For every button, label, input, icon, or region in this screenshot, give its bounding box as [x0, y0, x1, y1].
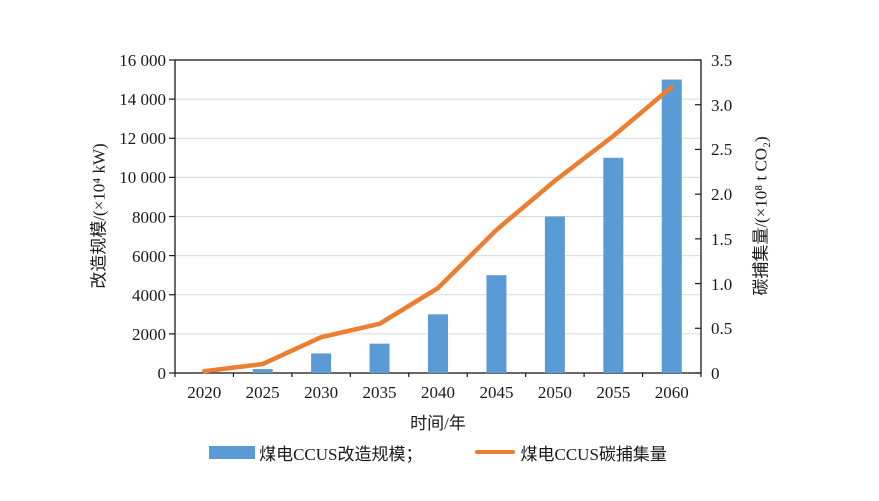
legend-item-line: 煤电CCUS碳捕集量: [474, 440, 667, 465]
left-axis-tick-label: 10 000: [119, 168, 166, 188]
right-axis-tick-label: 1.5: [711, 229, 733, 249]
x-axis-tick-label: 2055: [596, 383, 631, 402]
x-axis-tick-label: 2025: [245, 383, 280, 402]
bar: [603, 157, 624, 373]
left-axis-tick-label: 6000: [132, 246, 166, 266]
bar: [486, 275, 507, 373]
x-axis-tick-label: 2060: [654, 383, 689, 402]
bar: [252, 369, 273, 373]
legend-label-line: 煤电CCUS碳捕集量: [520, 444, 667, 464]
x-axis-title: 时间/年: [410, 414, 466, 433]
line-swatch-icon: [474, 450, 515, 454]
bar: [369, 343, 390, 373]
x-axis-tick-label: 2020: [187, 383, 222, 402]
x-axis-tick-label: 2040: [421, 383, 455, 402]
left-axis-tick-label: 14 000: [119, 90, 166, 110]
bar: [661, 79, 682, 373]
legend: 煤电CCUS改造规模； 煤电CCUS碳捕集量: [175, 440, 701, 465]
left-axis-tick-label: 2000: [132, 324, 166, 344]
left-axis-title: 改造规模/(×10⁴ kW): [89, 143, 109, 289]
right-axis-tick-label: 2.5: [711, 140, 733, 160]
right-axis-tick-label: 3.0: [711, 95, 733, 115]
right-axis-tick-label: 2.0: [711, 185, 733, 205]
right-axis-title: 碳捕集量/(×10⁸ t CO₂): [751, 136, 771, 296]
right-axis-tick-label: 0: [711, 364, 720, 383]
left-axis-tick-label: 0: [157, 364, 167, 383]
right-axis-tick-label: 0.5: [711, 319, 733, 339]
bar: [311, 353, 332, 373]
line-series: [201, 84, 675, 374]
bar: [428, 314, 448, 373]
left-axis-tick-label: 4000: [132, 285, 166, 305]
right-axis-tick-label: 3.5: [711, 51, 733, 70]
x-axis-tick-label: 2045: [479, 383, 514, 402]
right-axis-tick-label: 1.0: [711, 274, 733, 294]
legend-item-bar: 煤电CCUS改造规模；: [209, 440, 423, 465]
bar: [544, 216, 565, 373]
x-axis-tick-label: 2030: [304, 383, 339, 402]
bar-swatch-icon: [209, 445, 256, 459]
x-axis-tick-label: 2035: [362, 383, 397, 402]
left-axis-tick-label: 8000: [132, 207, 166, 227]
x-axis-tick-label: 2050: [537, 383, 572, 402]
legend-label-bar: 煤电CCUS改造规模；: [259, 444, 423, 464]
left-axis-tick-label: 12 000: [119, 129, 166, 149]
left-axis-tick-label: 16 000: [119, 51, 166, 70]
